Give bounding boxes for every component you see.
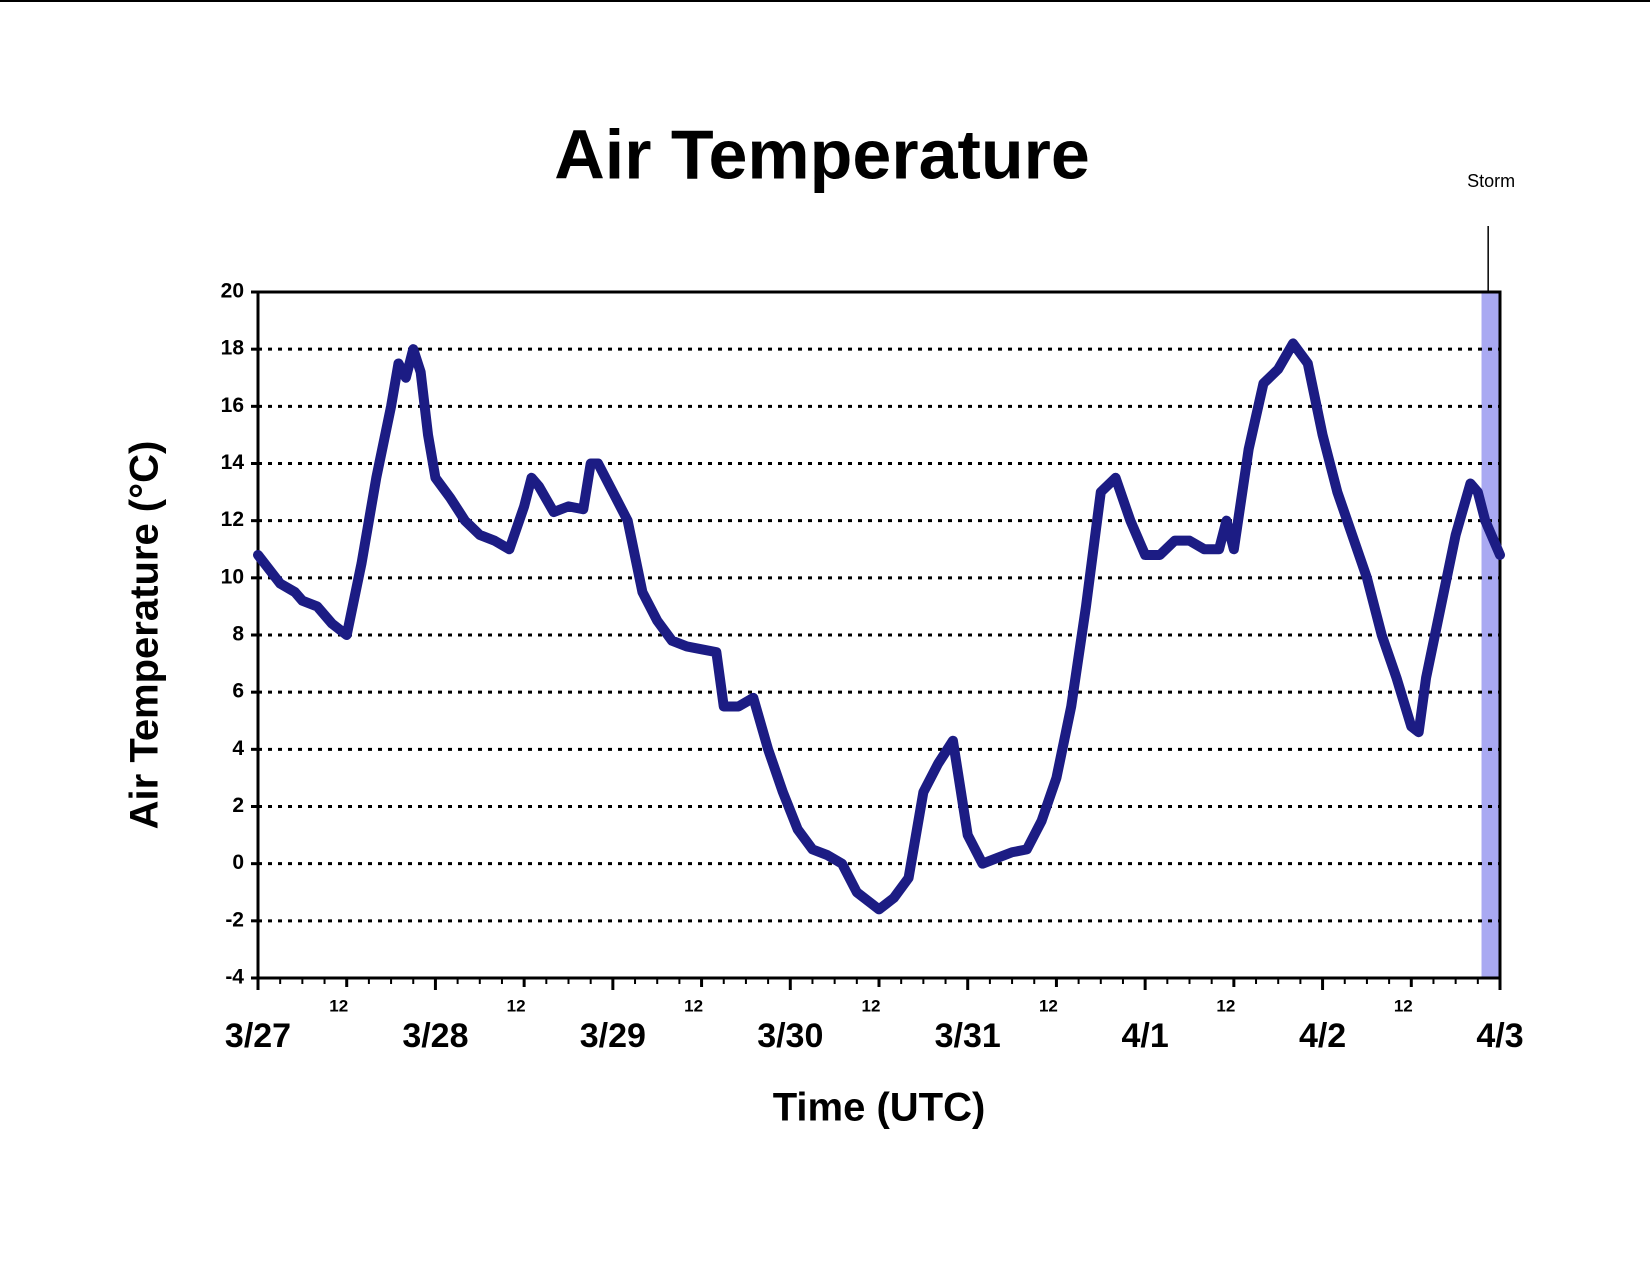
x-tick-label: 3/28 <box>402 1017 468 1055</box>
x-tick-label: 12 <box>1039 996 1058 1015</box>
x-tick-label: 3/27 <box>225 1017 291 1055</box>
x-tick-label: 3/31 <box>935 1017 1001 1055</box>
x-tick-label: 12 <box>862 996 881 1015</box>
annotation-label: Storm <box>1467 171 1515 191</box>
y-tick-label: 2 <box>232 794 244 817</box>
x-tick-label: 3/30 <box>757 1017 823 1055</box>
y-tick-label: -2 <box>225 908 244 931</box>
x-tick-label: 12 <box>684 996 703 1015</box>
plot-frame <box>256 290 1502 980</box>
x-tick-label: 12 <box>507 996 526 1015</box>
y-tick-label: 6 <box>232 680 244 703</box>
x-tick-label: 12 <box>1216 996 1235 1015</box>
y-axis-title: Air Temperature (°C) <box>123 441 167 830</box>
y-tick-label: 16 <box>221 394 244 417</box>
x-tick-label: 4/3 <box>1476 1017 1523 1055</box>
y-tick-label: 12 <box>221 508 244 531</box>
y-tick-label: 10 <box>221 565 244 588</box>
x-axis-title: Time (UTC) <box>773 1086 986 1130</box>
y-tick-label: 0 <box>232 851 244 874</box>
y-tick-label: 18 <box>221 337 245 360</box>
chart-title: Air Temperature <box>554 115 1090 193</box>
y-tick-label: 20 <box>221 280 244 303</box>
y-tick-label: 4 <box>232 737 244 760</box>
y-tick-label: -4 <box>225 966 244 989</box>
y-tick-label: 8 <box>232 623 244 646</box>
x-tick-label: 4/2 <box>1299 1017 1346 1055</box>
x-tick-label: 4/1 <box>1122 1017 1169 1055</box>
x-tick-label: 12 <box>1394 996 1413 1015</box>
data-line <box>253 338 1505 915</box>
x-tick-label: 3/29 <box>580 1017 646 1055</box>
y-tick-label: 14 <box>221 451 245 474</box>
x-tick-label: 12 <box>329 996 348 1015</box>
